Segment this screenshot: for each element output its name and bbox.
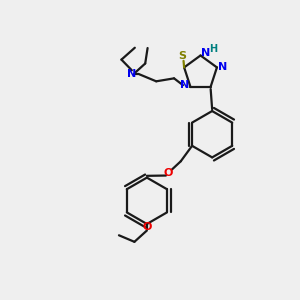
Text: N: N [127, 69, 136, 79]
Text: O: O [142, 222, 152, 232]
Text: N: N [201, 47, 211, 58]
Text: S: S [178, 51, 187, 61]
Text: N: N [218, 62, 227, 72]
Text: N: N [180, 80, 190, 90]
Text: H: H [209, 44, 217, 54]
Text: O: O [164, 168, 173, 178]
